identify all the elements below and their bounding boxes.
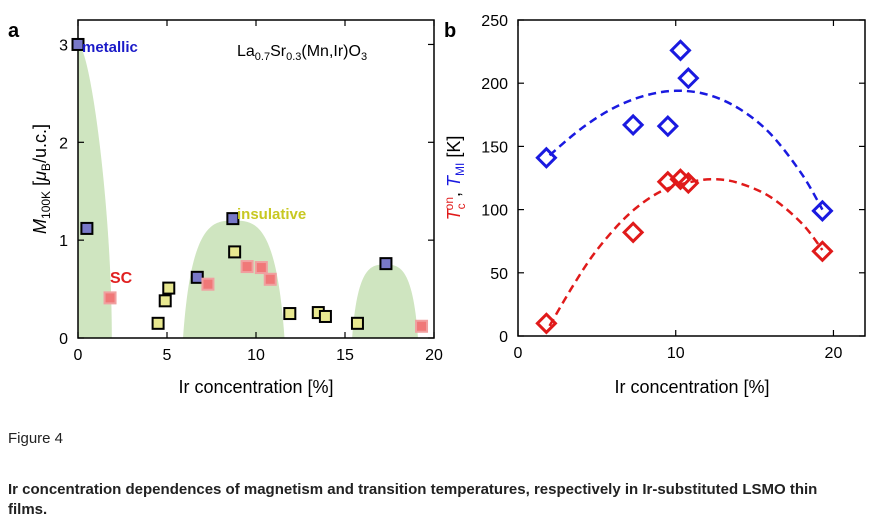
panel-b-label: b xyxy=(444,20,456,42)
formula-annotation: La0.7Sr0.3(Mn,Ir)O3 xyxy=(237,43,367,63)
panel-a-points xyxy=(71,37,429,333)
ylabel-a-sub: 100K xyxy=(39,191,53,219)
x-tick-label-b: 20 xyxy=(825,345,843,362)
marker-metallic xyxy=(379,257,393,271)
tmi-marker xyxy=(811,199,834,222)
marker-sc xyxy=(254,261,268,275)
ylabel-b-tc-sup: on xyxy=(442,197,456,210)
tc-trend-line xyxy=(548,177,824,327)
marker-sc xyxy=(201,277,215,291)
figure-caption: Ir concentration dependences of magnetis… xyxy=(8,481,818,518)
metallic-annotation: metallic xyxy=(82,39,138,56)
panel-a-ylabel: M100K [μB/u.c.] xyxy=(30,124,53,234)
ylabel-a-main: M xyxy=(30,219,50,234)
marker-sc xyxy=(240,260,254,274)
phase-region-3 xyxy=(352,264,418,338)
marker-insulative xyxy=(151,316,165,330)
y-tick-label-a: 0 xyxy=(59,331,68,348)
x-tick-label-a: 0 xyxy=(74,347,83,364)
marker-sc xyxy=(103,291,117,305)
formula-sub-1: 0.7 xyxy=(255,51,270,63)
formula-tail: (Mn,Ir)O xyxy=(301,43,361,60)
y-tick-label-a: 2 xyxy=(59,135,68,152)
x-tick-label-a: 20 xyxy=(425,347,443,364)
marker-sc xyxy=(415,319,429,333)
phase-region-1 xyxy=(78,44,112,338)
x-tick-label-a: 15 xyxy=(336,347,354,364)
marker-insulative xyxy=(228,245,242,259)
ylabel-b-tmi-sub: MI xyxy=(453,163,467,176)
ylabel-b-tc-sub: c xyxy=(454,203,468,209)
panel-a-xlabel: Ir concentration [%] xyxy=(178,377,333,397)
tmi-marker xyxy=(535,146,558,169)
panel-a-regions xyxy=(78,44,418,338)
phase-region-2 xyxy=(183,220,285,338)
marker-insulative xyxy=(283,307,297,321)
ylabel-a-close: /u.c.] xyxy=(30,124,50,163)
ylabel-b-tc: T xyxy=(444,207,464,220)
panel-b-ylabel: Tcon, TMI [K] xyxy=(442,136,468,221)
ylabel-b-sep: , xyxy=(444,187,464,197)
marker-insulative xyxy=(162,281,176,295)
tmi-marker xyxy=(669,39,692,62)
panel-b-frame xyxy=(517,19,866,337)
insulative-annotation: insulative xyxy=(237,206,306,223)
panel-b-points xyxy=(535,39,834,335)
x-tick-label-a: 10 xyxy=(247,347,265,364)
marker-metallic xyxy=(190,270,204,284)
ylabel-a-mu-sub: B xyxy=(39,163,53,171)
tc-marker xyxy=(622,221,645,244)
sc-annotation: SC xyxy=(110,270,133,287)
y-tick-label-b: 200 xyxy=(481,76,508,93)
x-tick-label-a: 5 xyxy=(163,347,172,364)
marker-metallic xyxy=(226,212,240,226)
y-tick-label-b: 250 xyxy=(481,13,508,30)
y-tick-label-b: 150 xyxy=(481,139,508,156)
marker-metallic xyxy=(80,221,94,235)
x-tick-label-b: 10 xyxy=(667,345,685,362)
y-tick-label-a: 3 xyxy=(59,37,68,54)
marker-insulative xyxy=(158,294,172,308)
formula-sub-2: 0.3 xyxy=(286,51,301,63)
ylabel-b-tmi: T xyxy=(444,174,464,187)
panel-b-trend-lines xyxy=(548,89,824,327)
y-tick-label-b: 100 xyxy=(481,203,508,220)
tmi-marker xyxy=(656,115,679,138)
y-tick-label-b: 0 xyxy=(499,329,508,346)
ylabel-a-open: [ xyxy=(30,181,50,191)
y-tick-label-a: 1 xyxy=(59,233,68,250)
panel-a-label: a xyxy=(8,20,20,42)
panel-a-ticks: 0 5 10 15 20 0 1 2 3 xyxy=(59,20,443,364)
marker-insulative xyxy=(318,309,332,323)
panel-b-xlabel: Ir concentration [%] xyxy=(614,377,769,397)
y-tick-label-b: 50 xyxy=(490,266,508,283)
panel-a: a 0 5 10 15 20 0 1 2 3 metallic insulative SC La… xyxy=(8,19,443,397)
formula-sub-3: 3 xyxy=(361,51,367,63)
figure-title: Figure 4 xyxy=(8,430,64,447)
marker-metallic xyxy=(71,37,85,51)
tc-marker xyxy=(535,312,558,335)
marker-sc xyxy=(263,272,277,286)
x-tick-label-b: 0 xyxy=(514,345,523,362)
ylabel-b-unit: [K] xyxy=(444,136,464,163)
tc-marker xyxy=(811,240,834,263)
tmi-trend-line xyxy=(548,89,824,211)
marker-insulative xyxy=(350,316,364,330)
tmi-marker xyxy=(622,113,645,137)
ylabel-a-mu: μ xyxy=(30,171,50,182)
formula-base: La xyxy=(237,43,255,60)
tc-marker xyxy=(677,171,700,195)
formula-mid: Sr xyxy=(270,43,287,60)
tmi-marker xyxy=(677,67,700,90)
